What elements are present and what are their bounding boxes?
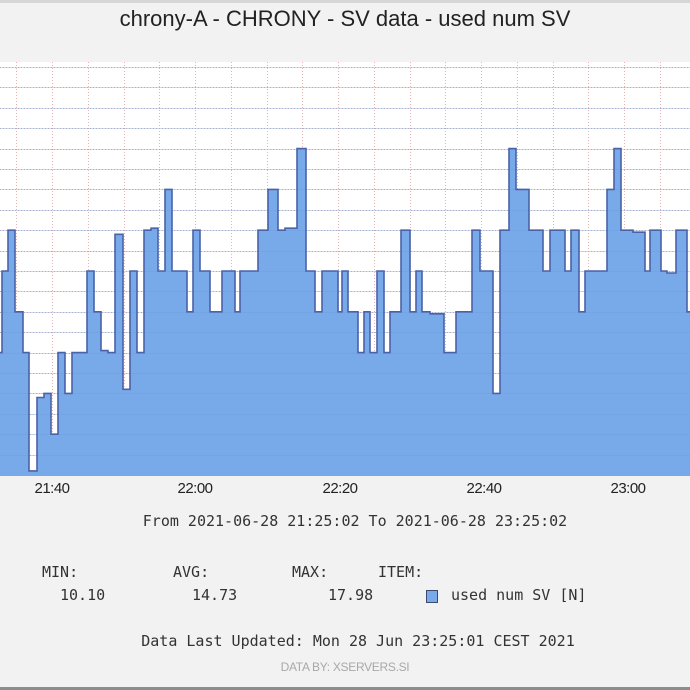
x-tick-label: 22:40 [466,480,502,497]
avg-value: 14.73 [192,586,238,604]
legend-item-name: used num SV [N] [451,586,587,604]
x-tick-label: 21:40 [34,480,70,497]
max-label: MAX: [292,563,329,581]
data-credit: DATA BY: XSERVERS.SI [280,660,410,674]
top-border [0,0,690,3]
legend-color-swatch-icon [426,590,438,603]
chart-title: chrony-A - CHRONY - SV data - used num S… [119,6,571,31]
x-tick-label: 23:00 [610,480,646,497]
x-tick-label: 22:20 [322,480,358,497]
last-updated-text: Data Last Updated: Mon 28 Jun 23:25:01 C… [141,632,575,650]
area-chart [0,62,690,476]
bottom-border [0,687,690,690]
max-value: 17.98 [328,586,374,604]
x-tick-label: 22:00 [177,480,213,497]
min-value: 10.10 [60,586,106,604]
avg-label: AVG: [173,563,210,581]
item-label: ITEM: [378,563,424,581]
plot-area [0,62,690,476]
min-label: MIN: [42,563,79,581]
date-range-text: From 2021-06-28 21:25:02 To 2021-06-28 2… [142,512,568,530]
